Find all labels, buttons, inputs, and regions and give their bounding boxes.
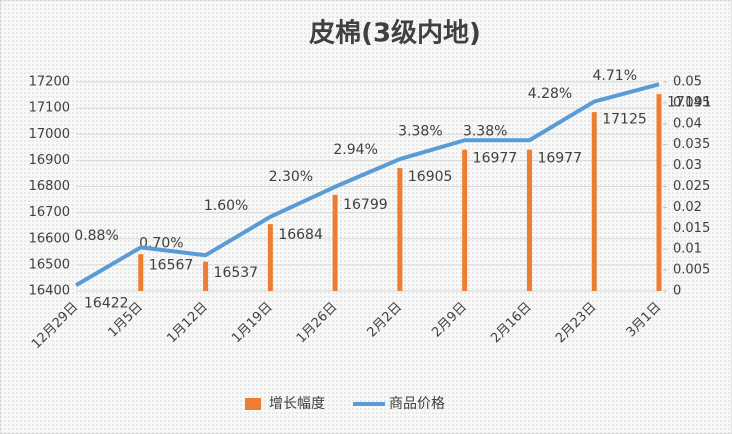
y-tick-label: 16600 xyxy=(29,231,70,246)
bar xyxy=(267,224,273,291)
y-tick-label: 16400 xyxy=(29,284,70,299)
y2-tick-label: 0 xyxy=(673,284,681,299)
data-label: 17125 xyxy=(602,112,647,128)
bar xyxy=(332,194,338,291)
bar xyxy=(591,112,597,291)
y-tick-label: 17200 xyxy=(29,75,70,90)
y2-tick-label: 0.02 xyxy=(673,200,702,215)
y2-tick-label: 0.005 xyxy=(673,263,710,278)
data-label: 16905 xyxy=(408,169,453,185)
data-label: 16684 xyxy=(278,227,323,243)
y2-tick-label: 0.045 xyxy=(673,95,710,110)
legend-swatch xyxy=(245,398,261,410)
data-label: 2.30% xyxy=(269,169,313,185)
data-label: 2.94% xyxy=(333,142,377,158)
y2-tick-label: 0.05 xyxy=(673,75,702,90)
data-label: 17191 xyxy=(667,94,712,110)
y-tick-label: 17000 xyxy=(29,127,70,142)
legend-label: 增长幅度 xyxy=(269,396,325,412)
data-label: 16977 xyxy=(473,150,518,166)
y2-tick-label: 0.04 xyxy=(673,116,702,131)
y-tick-label: 16700 xyxy=(29,205,70,220)
y2-tick-label: 0.01 xyxy=(673,242,702,257)
y2-tick-label: 0.015 xyxy=(673,221,710,236)
data-label: 4.28% xyxy=(528,86,572,102)
data-label: 4.71% xyxy=(593,68,637,84)
data-label: 16567 xyxy=(149,257,194,273)
legend-label: 商品价格 xyxy=(389,396,445,412)
bar xyxy=(462,149,468,291)
bar xyxy=(397,168,403,291)
data-label: 3.38% xyxy=(463,124,507,140)
data-label: 3.38% xyxy=(398,124,442,140)
data-label: 1.60% xyxy=(204,198,248,214)
data-label: 16977 xyxy=(537,150,582,166)
y-tick-label: 16500 xyxy=(29,257,70,272)
y-tick-label: 17100 xyxy=(29,101,70,116)
bar xyxy=(203,261,209,291)
y2-tick-label: 0.03 xyxy=(673,158,702,173)
data-label: 16422 xyxy=(84,295,129,311)
bar xyxy=(138,254,144,291)
y2-tick-label: 0.025 xyxy=(673,179,710,194)
y2-tick-label: 0.035 xyxy=(673,137,710,152)
data-label: 0.88% xyxy=(74,228,118,244)
bar xyxy=(656,94,662,291)
data-label: 16799 xyxy=(343,197,388,213)
line xyxy=(74,82,660,287)
bar xyxy=(526,149,532,291)
chart-title: 皮棉(3级内地) xyxy=(309,18,481,49)
y-tick-label: 16900 xyxy=(29,153,70,168)
y-tick-label: 16800 xyxy=(29,179,70,194)
data-label: 16537 xyxy=(214,265,259,281)
